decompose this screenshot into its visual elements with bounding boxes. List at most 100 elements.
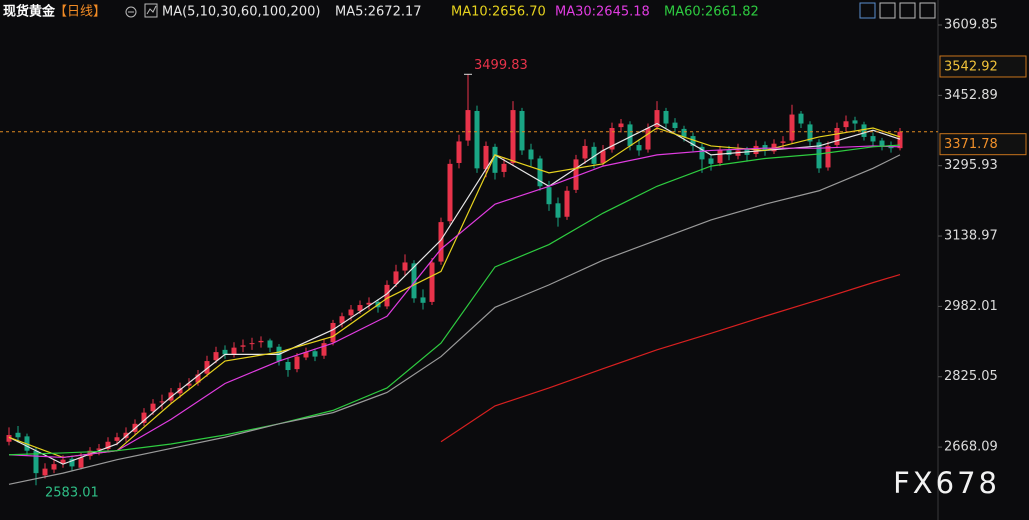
candle-body <box>582 145 588 159</box>
candle-body <box>501 163 507 172</box>
ma-lines <box>8 122 901 485</box>
tool-button[interactable] <box>919 2 936 19</box>
ma-readout: MA5:2672.17 <box>335 5 422 20</box>
candle-body <box>618 123 624 128</box>
candle-body <box>591 146 597 164</box>
candle-body <box>33 450 39 474</box>
instrument-title: 现货黄金 <box>3 4 56 20</box>
candle-body <box>627 124 633 146</box>
candle-body <box>438 222 444 262</box>
candle-body <box>321 343 327 356</box>
candle-body <box>384 284 390 307</box>
candle-body <box>537 158 543 187</box>
candle-body <box>213 352 219 361</box>
candle-body <box>807 124 813 142</box>
candle-body <box>564 190 570 217</box>
candle-body <box>825 145 831 168</box>
y-tick-label: 2982.01 <box>944 299 998 314</box>
candle-body <box>402 262 408 271</box>
candle-body <box>105 441 111 449</box>
candles <box>6 74 903 486</box>
candle-body <box>780 141 786 143</box>
ma-line <box>8 122 901 465</box>
candle-body <box>798 113 804 124</box>
candle-body <box>834 128 840 146</box>
y-tick-label: 2668.09 <box>944 440 998 455</box>
candle-body <box>69 458 75 467</box>
indicator-icon-line <box>146 5 157 15</box>
candle-body <box>285 361 291 371</box>
settings-icon[interactable] <box>125 6 137 18</box>
candle-body <box>690 136 696 146</box>
ma-readout: MA10:2656.70 <box>451 5 546 20</box>
tool-button[interactable] <box>859 2 876 19</box>
candle-body <box>708 158 714 164</box>
candle-body <box>51 464 57 470</box>
candle-body <box>879 140 885 146</box>
candle-body <box>654 110 660 128</box>
y-tick-label: 3138.97 <box>944 229 998 244</box>
ma-params: MA(5,10,30,60,100,200) <box>162 5 320 20</box>
last-price-label: 3371.78 <box>944 137 998 152</box>
candle-body <box>87 450 93 457</box>
candle-body <box>861 124 867 137</box>
y-tick-label: 2825.05 <box>944 369 998 384</box>
ma-line <box>8 145 901 459</box>
candle-body <box>429 262 435 302</box>
candle-body <box>330 322 336 343</box>
candle-body <box>609 128 615 150</box>
candle-body <box>294 356 300 370</box>
candle-body <box>150 403 156 412</box>
high-label: 3499.83 <box>474 58 528 73</box>
toolbar <box>859 2 936 19</box>
candle-body <box>645 128 651 150</box>
candle-body <box>420 297 426 303</box>
candle-body <box>6 435 12 442</box>
candle-body <box>339 316 345 324</box>
overlays: 3609.85 3452.89 3295.93 3138.97 2982.01 2825.… <box>0 17 1027 501</box>
candle-body <box>348 309 354 316</box>
candle-body <box>411 263 417 299</box>
candle-body <box>726 149 732 155</box>
candle-body <box>15 432 21 438</box>
tool-button[interactable] <box>879 2 896 19</box>
ma-line <box>8 144 901 456</box>
candle-body <box>573 159 579 190</box>
candle-body <box>789 114 795 141</box>
candle-body <box>663 110 669 124</box>
candle-body <box>357 305 363 311</box>
candle-body <box>852 120 858 124</box>
candle-body <box>672 122 678 129</box>
candle-body <box>483 145 489 170</box>
candle-body <box>510 110 516 163</box>
period-label[interactable]: 【日线】 <box>54 5 106 20</box>
y-tick-label: 3609.85 <box>944 17 998 32</box>
header: 现货黄金 【日线】 MA(5,10,30,60,100,200) MA5:267… <box>3 2 936 20</box>
watermark: FX678 <box>893 466 1000 500</box>
candle-body <box>393 271 399 284</box>
indicator-icon[interactable] <box>144 3 158 18</box>
candle-body <box>249 343 255 345</box>
y-tick-label: 3295.93 <box>944 158 998 173</box>
candle-body <box>546 187 552 205</box>
candle-body <box>177 387 183 394</box>
ma-line <box>8 154 901 485</box>
candle-body <box>519 110 525 151</box>
candle-body <box>699 146 705 160</box>
candle-body <box>474 110 480 169</box>
candle-body <box>681 128 687 137</box>
candle-body <box>456 141 462 163</box>
candle-body <box>366 302 372 305</box>
candle-body <box>114 437 120 441</box>
candle-body <box>267 340 273 348</box>
cursor-price-box <box>939 55 1027 78</box>
candle-body <box>555 203 561 218</box>
candle-body <box>312 351 318 357</box>
tool-button[interactable] <box>899 2 916 19</box>
candle-body <box>717 150 723 163</box>
candle-body <box>447 163 453 222</box>
candle-body <box>771 143 777 152</box>
candle-body <box>78 457 84 468</box>
